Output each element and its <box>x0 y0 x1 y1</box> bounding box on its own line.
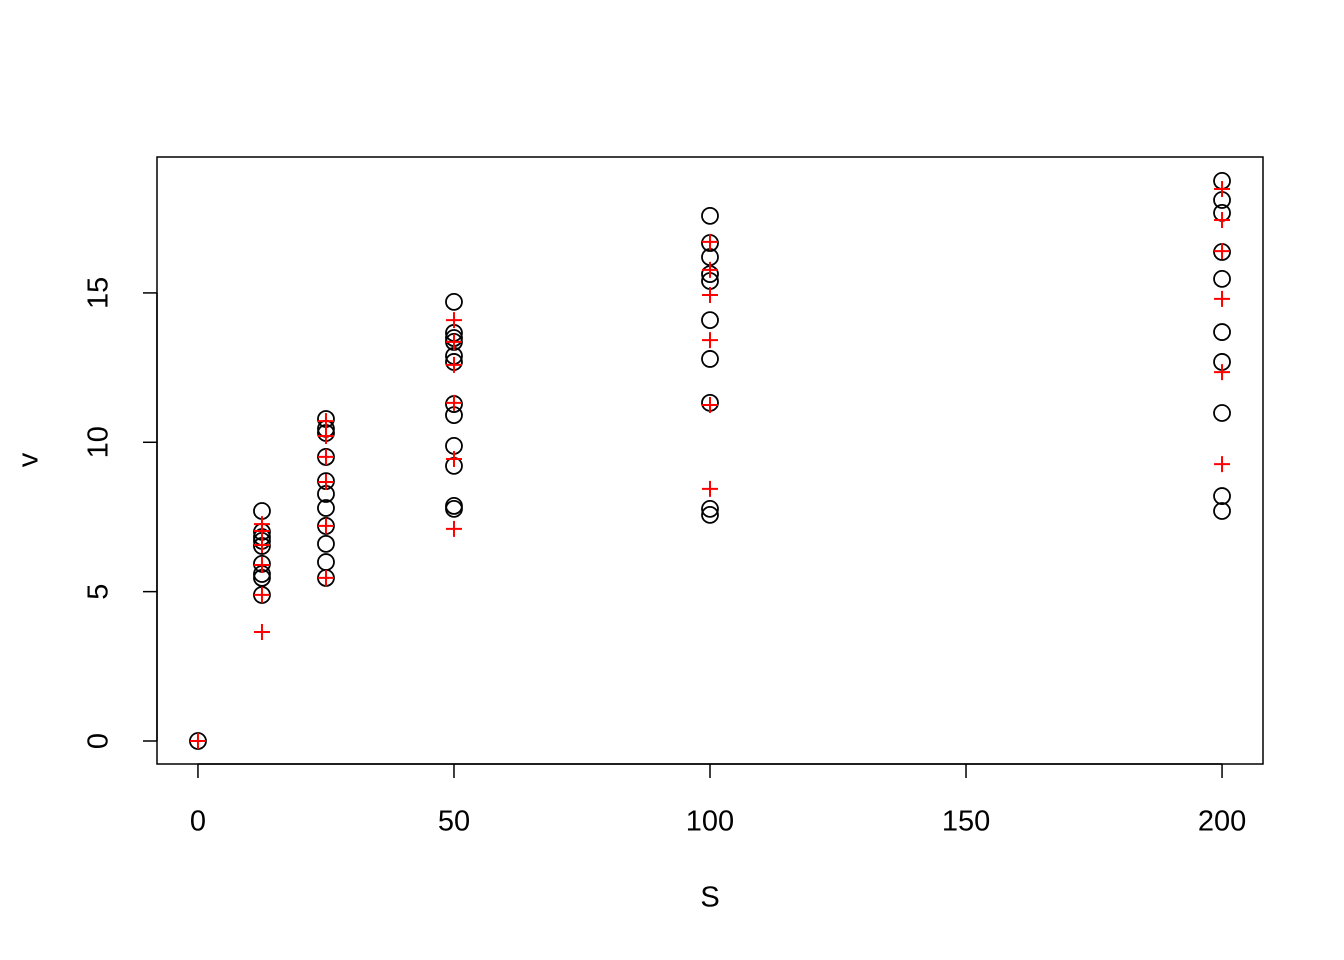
circle-point <box>317 499 335 517</box>
circle-point <box>317 553 335 571</box>
circle-point <box>1213 404 1231 422</box>
plus-point <box>702 332 718 349</box>
plus-point <box>253 522 270 539</box>
circle-point <box>1213 269 1231 288</box>
plus-point <box>1214 456 1231 473</box>
circle-point <box>701 499 719 518</box>
x-tick-label: 100 <box>686 806 734 838</box>
plus-point <box>445 451 462 468</box>
plus-point <box>445 333 462 350</box>
circle-point <box>701 206 719 225</box>
plus-point <box>253 623 270 640</box>
circle-point <box>445 292 463 311</box>
plus-point <box>1214 364 1231 381</box>
plus-point <box>1214 212 1231 229</box>
x-axis-title: S <box>700 882 719 914</box>
plus-point <box>317 569 334 586</box>
plus-point <box>445 356 462 373</box>
y-tick-label: 0 <box>83 733 115 749</box>
circle-point <box>1213 323 1231 341</box>
circle-point <box>701 311 719 330</box>
circle-point <box>701 505 719 524</box>
x-tick-label: 50 <box>438 806 470 838</box>
x-tick-label: 0 <box>190 806 206 838</box>
plus-point <box>702 287 718 304</box>
plus-point <box>253 586 270 603</box>
y-tick-label: 10 <box>83 426 115 458</box>
circle-point <box>1213 487 1231 505</box>
plus-point <box>445 520 462 537</box>
plus-point <box>702 233 718 250</box>
plus-point <box>317 448 334 465</box>
plus-point <box>1214 180 1231 197</box>
plus-point <box>1214 290 1231 307</box>
circle-point <box>317 534 335 553</box>
x-tick-label: 200 <box>1198 806 1246 838</box>
y-axis-title: v <box>13 452 45 467</box>
plus-point <box>317 517 334 534</box>
plus-point <box>317 474 334 491</box>
plus-point <box>445 394 462 411</box>
plus-point <box>702 261 718 278</box>
circle-point <box>701 350 719 368</box>
plus-point <box>253 557 270 574</box>
plus-point <box>445 312 462 329</box>
y-tick-label: 15 <box>83 277 115 309</box>
plus-point <box>702 396 718 413</box>
plus-point <box>317 413 334 430</box>
circle-point <box>445 499 463 518</box>
x-tick-label: 150 <box>942 806 990 838</box>
plus-point <box>702 480 718 497</box>
y-tick-label: 5 <box>83 584 115 600</box>
plus-point <box>317 428 334 445</box>
plus-point <box>253 537 270 554</box>
plus-point <box>189 732 206 749</box>
plus-point <box>1214 243 1231 260</box>
circle-point <box>1213 502 1231 520</box>
